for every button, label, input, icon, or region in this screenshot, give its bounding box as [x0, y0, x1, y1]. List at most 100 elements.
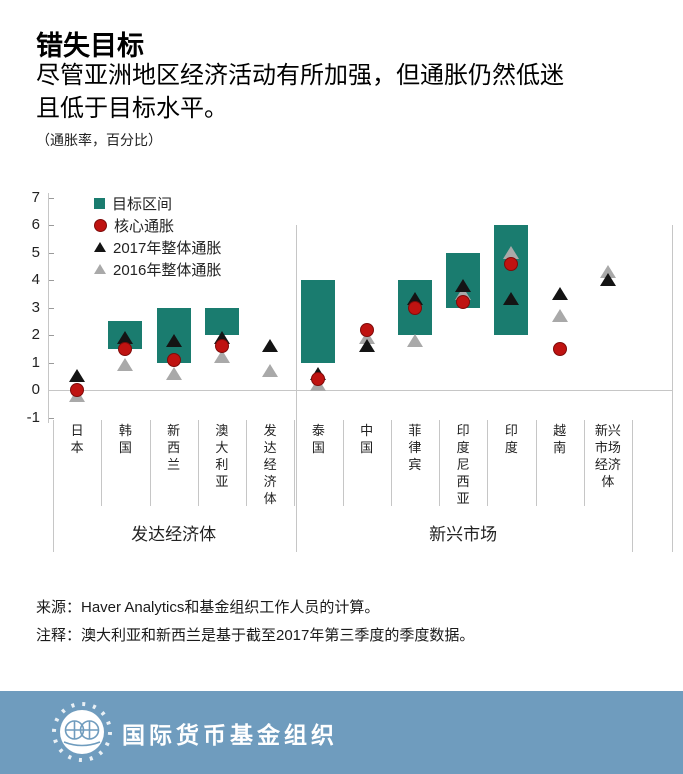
globe-icon [63, 720, 101, 747]
x-label-separator [197, 420, 199, 506]
x-axis-label: 菲律宾 [408, 423, 422, 472]
x-label-separator [439, 420, 440, 506]
plot-right-border [672, 225, 673, 506]
headline-2017-marker [503, 292, 520, 306]
x-axis-label: 中国 [360, 423, 374, 455]
imf-org-name: 国际货币基金组织 [122, 721, 338, 748]
core-inflation-marker [70, 383, 85, 397]
zero-gridline [48, 390, 672, 391]
group-label: 新兴市场 [429, 525, 498, 544]
headline-2017-marker [455, 278, 472, 292]
units-note: （通胀率，百分比） [36, 134, 162, 149]
headline-2017-marker [551, 286, 568, 300]
y-axis-tick-label: 6 [31, 216, 40, 233]
y-axis-tick [49, 335, 54, 336]
y-axis-tick-label: 5 [31, 243, 40, 261]
x-label-separator [583, 420, 585, 506]
headline-2016-marker [165, 366, 182, 380]
source-line: 来源：Haver Analytics和基金组织工作人员的计算。 [36, 599, 380, 616]
legend-label-target: 目标区间 [112, 195, 173, 213]
x-label-separator [535, 420, 537, 506]
target-range-swatch-icon [94, 197, 105, 209]
headline-2016-marker [213, 350, 230, 363]
legend-item-headline-2017: 2017年整体通胀 [94, 236, 221, 258]
core-inflation-marker [118, 341, 133, 356]
core-inflation-marker [359, 322, 374, 337]
page-title: 错失目标 [36, 31, 144, 61]
y-axis-tick-label: 3 [31, 298, 40, 316]
x-axis-label: 泰国 [311, 423, 325, 455]
group-band-separator [632, 506, 633, 552]
chart-plot-area: 目标区间 核心通胀 2017年整体通胀 2016年整体通胀 7 6 5 4 3 2 1 0 -1… [26, 188, 673, 552]
subtitle-line-2: 且低于目标水平。 [36, 96, 228, 122]
source-notes: 来源：Haver Analytics和基金组织工作人员的计算。 注释：澳大利亚和… [36, 594, 474, 650]
group-band-separator [672, 506, 673, 552]
headline-2017-swatch-icon [94, 242, 106, 252]
target-range-bar [494, 225, 529, 335]
target-range-bar [301, 280, 336, 363]
note-line: 注释：澳大利亚和新西兰是基于截至2017年第三季度的季度数据。 [36, 627, 475, 644]
headline-2016-marker [117, 358, 134, 372]
x-label-separator [632, 420, 633, 506]
x-axis-label: 新西兰 [167, 423, 181, 472]
legend-item-headline-2016: 2016年整体通胀 [94, 258, 221, 280]
imf-globe-logo [52, 702, 112, 762]
x-axis-label: 澳大利亚 [215, 423, 229, 489]
y-axis-tick-label: 4 [31, 271, 40, 288]
x-axis-label: 新兴市场经济体 [594, 423, 621, 489]
y-axis-tick-label: 7 [31, 188, 40, 206]
headline-2017-marker [599, 273, 616, 286]
y-axis-tick [49, 225, 54, 226]
group-band-separator [296, 506, 297, 552]
core-inflation-marker [214, 339, 229, 353]
subtitle-line-1: 尽管亚洲地区经济活动有所加强，但通胀仍然低迷 [36, 63, 564, 89]
headline-2016-marker [503, 245, 520, 259]
headline-2017-marker [165, 333, 182, 347]
headline-2017-marker [358, 339, 375, 352]
x-axis-label: 发达经济体 [263, 423, 277, 506]
group-band-separator [53, 506, 54, 552]
y-axis-tick-label: 2 [31, 326, 40, 343]
y-axis-tick-label: 1 [31, 353, 40, 371]
footer-bar: 国际货币基金组织 [0, 691, 683, 774]
headline-2016-marker [406, 333, 423, 347]
target-range-bar [204, 307, 239, 335]
x-axis-label: 印度 [504, 423, 518, 455]
x-label-separator [246, 420, 247, 506]
core-inflation-marker [552, 341, 567, 356]
y-axis-tick-label: -1 [26, 408, 40, 426]
x-label-separator [101, 420, 103, 506]
x-label-separator [342, 420, 344, 506]
legend-label-core: 核心通胀 [114, 217, 175, 235]
legend-item-target-range: 目标区间 [94, 192, 221, 214]
group-divider-line [296, 225, 297, 506]
x-label-separator [294, 420, 296, 506]
headline-2017-marker [262, 339, 279, 352]
x-axis-label: 越南 [553, 423, 567, 455]
y-axis-line [48, 192, 49, 423]
headline-2016-marker [262, 363, 279, 377]
headline-2017-marker [69, 369, 86, 383]
y-axis-tick [49, 307, 54, 309]
y-axis-tick [49, 252, 54, 254]
core-inflation-swatch-icon [94, 218, 107, 232]
y-axis-tick [49, 280, 54, 281]
legend-label-2016: 2016年整体通胀 [113, 261, 222, 279]
logo-disc [60, 710, 104, 754]
legend-label-2017: 2017年整体通胀 [113, 239, 222, 257]
chart-subtitle: 尽管亚洲地区经济活动有所加强，但通胀仍然低迷 且低于目标水平。 [36, 60, 656, 126]
group-label: 发达经济体 [131, 525, 217, 544]
x-axis-label: 韩国 [118, 423, 132, 455]
x-axis-label: 印度尼西亚 [456, 423, 470, 506]
x-label-separator [487, 420, 489, 506]
x-axis-label: 日本 [70, 423, 84, 455]
x-label-separator [149, 420, 151, 506]
core-inflation-marker [456, 295, 471, 309]
core-inflation-marker [166, 352, 181, 367]
chart-legend: 目标区间 核心通胀 2017年整体通胀 2016年整体通胀 [94, 192, 221, 280]
headline-2016-swatch-icon [94, 264, 106, 274]
headline-2016-marker [551, 308, 568, 322]
headline-2017-marker [117, 330, 134, 344]
y-axis-tick-label: 0 [31, 381, 40, 398]
